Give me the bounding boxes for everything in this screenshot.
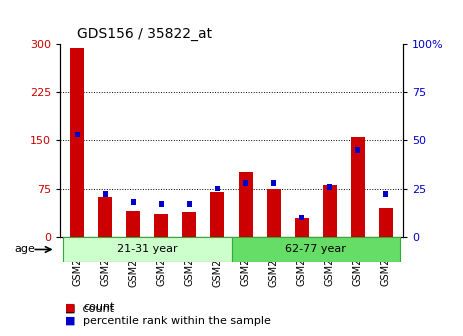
Bar: [103, 192, 108, 197]
Bar: [238, 172, 252, 237]
Text: ■: ■: [65, 316, 75, 326]
Bar: [232, 237, 400, 262]
Bar: [299, 215, 304, 220]
Bar: [159, 201, 164, 207]
Bar: [187, 201, 192, 207]
Bar: [267, 188, 281, 237]
Bar: [154, 214, 169, 237]
Text: 62-77 year: 62-77 year: [285, 245, 346, 254]
Bar: [243, 180, 248, 186]
Bar: [126, 211, 140, 237]
Text: percentile rank within the sample: percentile rank within the sample: [83, 316, 271, 326]
Bar: [327, 184, 332, 190]
Text: 21-31 year: 21-31 year: [117, 245, 178, 254]
Bar: [271, 180, 276, 186]
Bar: [355, 147, 360, 153]
Text: age: age: [14, 245, 35, 254]
Bar: [63, 237, 232, 262]
Text: count: count: [83, 302, 115, 312]
Bar: [294, 218, 309, 237]
Bar: [75, 132, 80, 137]
Bar: [215, 186, 220, 192]
Bar: [379, 208, 393, 237]
Bar: [211, 192, 225, 237]
Text: ■: ■: [65, 302, 75, 312]
Bar: [98, 197, 112, 237]
Text: GDS156 / 35822_at: GDS156 / 35822_at: [77, 27, 213, 41]
Bar: [383, 192, 388, 197]
Bar: [70, 48, 84, 237]
Bar: [351, 137, 365, 237]
Bar: [131, 199, 136, 205]
Bar: [323, 185, 337, 237]
Text: ■  count: ■ count: [65, 304, 114, 314]
Bar: [182, 212, 196, 237]
